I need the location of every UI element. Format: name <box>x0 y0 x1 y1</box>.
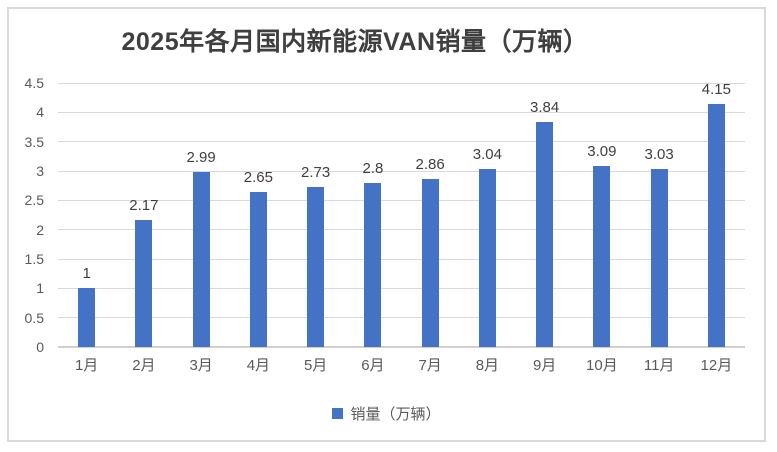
y-tick-label: 1.5 <box>24 251 44 267</box>
y-tick-label: 0 <box>36 339 44 355</box>
data-label-5月: 2.73 <box>301 163 331 181</box>
y-tick-label: 3 <box>36 163 44 179</box>
legend: 销量（万辆） <box>7 404 766 423</box>
bar-4月 <box>249 191 267 347</box>
data-label-11月: 3.03 <box>644 146 674 164</box>
y-tick-label: 4 <box>36 104 44 121</box>
data-label-6月: 2.8 <box>362 159 384 177</box>
data-label-3月: 2.99 <box>186 148 216 166</box>
y-tick-label: 4.5 <box>24 75 44 91</box>
x-tick-label-2月: 2月 <box>132 357 156 374</box>
bar-7月 <box>421 179 439 347</box>
data-label-9月: 3.84 <box>530 98 560 116</box>
data-label-4月: 2.65 <box>243 168 273 186</box>
x-tick-label-11月: 11月 <box>643 357 675 374</box>
y-tick-label: 2 <box>36 221 44 238</box>
chart-frame <box>7 7 766 442</box>
y-gridline <box>58 258 745 260</box>
y-gridline <box>58 199 745 201</box>
data-label-2月: 2.17 <box>129 196 159 214</box>
legend-marker-swatch <box>332 407 344 419</box>
legend-label: 销量（万辆） <box>350 405 441 423</box>
x-tick-label-7月: 7月 <box>418 357 442 374</box>
x-tick-label-1月: 1月 <box>74 357 99 374</box>
y-gridline <box>58 111 745 113</box>
y-axis-labels: 0 0.5 1 1.5 2 2.5 3 3.5 4 4.5 <box>0 75 44 355</box>
bar-1月 <box>78 288 96 347</box>
y-gridline <box>58 287 745 289</box>
data-label-12月: 4.15 <box>701 80 731 98</box>
bar-11月 <box>650 169 668 347</box>
x-tick-label-6月: 6月 <box>361 357 385 374</box>
x-tick-label-8月: 8月 <box>475 357 500 374</box>
y-gridline <box>58 82 745 84</box>
x-tick-label-3月: 3月 <box>189 357 213 374</box>
y-tick-label: 1 <box>36 280 44 297</box>
y-gridline <box>58 170 745 172</box>
x-tick-label-12月: 12月 <box>700 357 733 374</box>
bar-10月 <box>593 165 611 347</box>
y-gridline <box>58 141 745 143</box>
data-label-7月: 2.86 <box>415 156 445 174</box>
x-tick-label-5月: 5月 <box>303 357 328 374</box>
plot-area: 1 1月 2.17 2月 2.99 3月 2.65 4月 2.73 5月 2.8 6月 2.86 7月 3.… <box>58 80 745 374</box>
y-tick-label: 3.5 <box>24 133 44 150</box>
bar-12月 <box>707 103 725 347</box>
x-axis-baseline <box>58 346 745 348</box>
x-tick-label-9月: 9月 <box>532 357 557 374</box>
data-label-8月: 3.04 <box>472 145 502 163</box>
bar-2月 <box>135 219 153 347</box>
data-label-1月: 1 <box>82 265 91 283</box>
chart-title: 2025年各月国内新能源VAN销量（万辆） <box>121 28 589 56</box>
bar-3月 <box>192 171 210 347</box>
bar-6月 <box>364 182 382 347</box>
y-tick-label: 2.5 <box>24 192 44 209</box>
bar-8月 <box>478 168 496 347</box>
data-label-10月: 3.09 <box>587 142 617 160</box>
y-gridline <box>58 317 745 319</box>
bar-5月 <box>307 186 325 347</box>
y-gridline <box>58 229 745 231</box>
x-tick-label-4月: 4月 <box>246 357 271 374</box>
x-tick-label-10月: 10月 <box>586 357 618 374</box>
bar-9月 <box>536 121 554 347</box>
y-tick-label: 0.5 <box>24 309 44 326</box>
